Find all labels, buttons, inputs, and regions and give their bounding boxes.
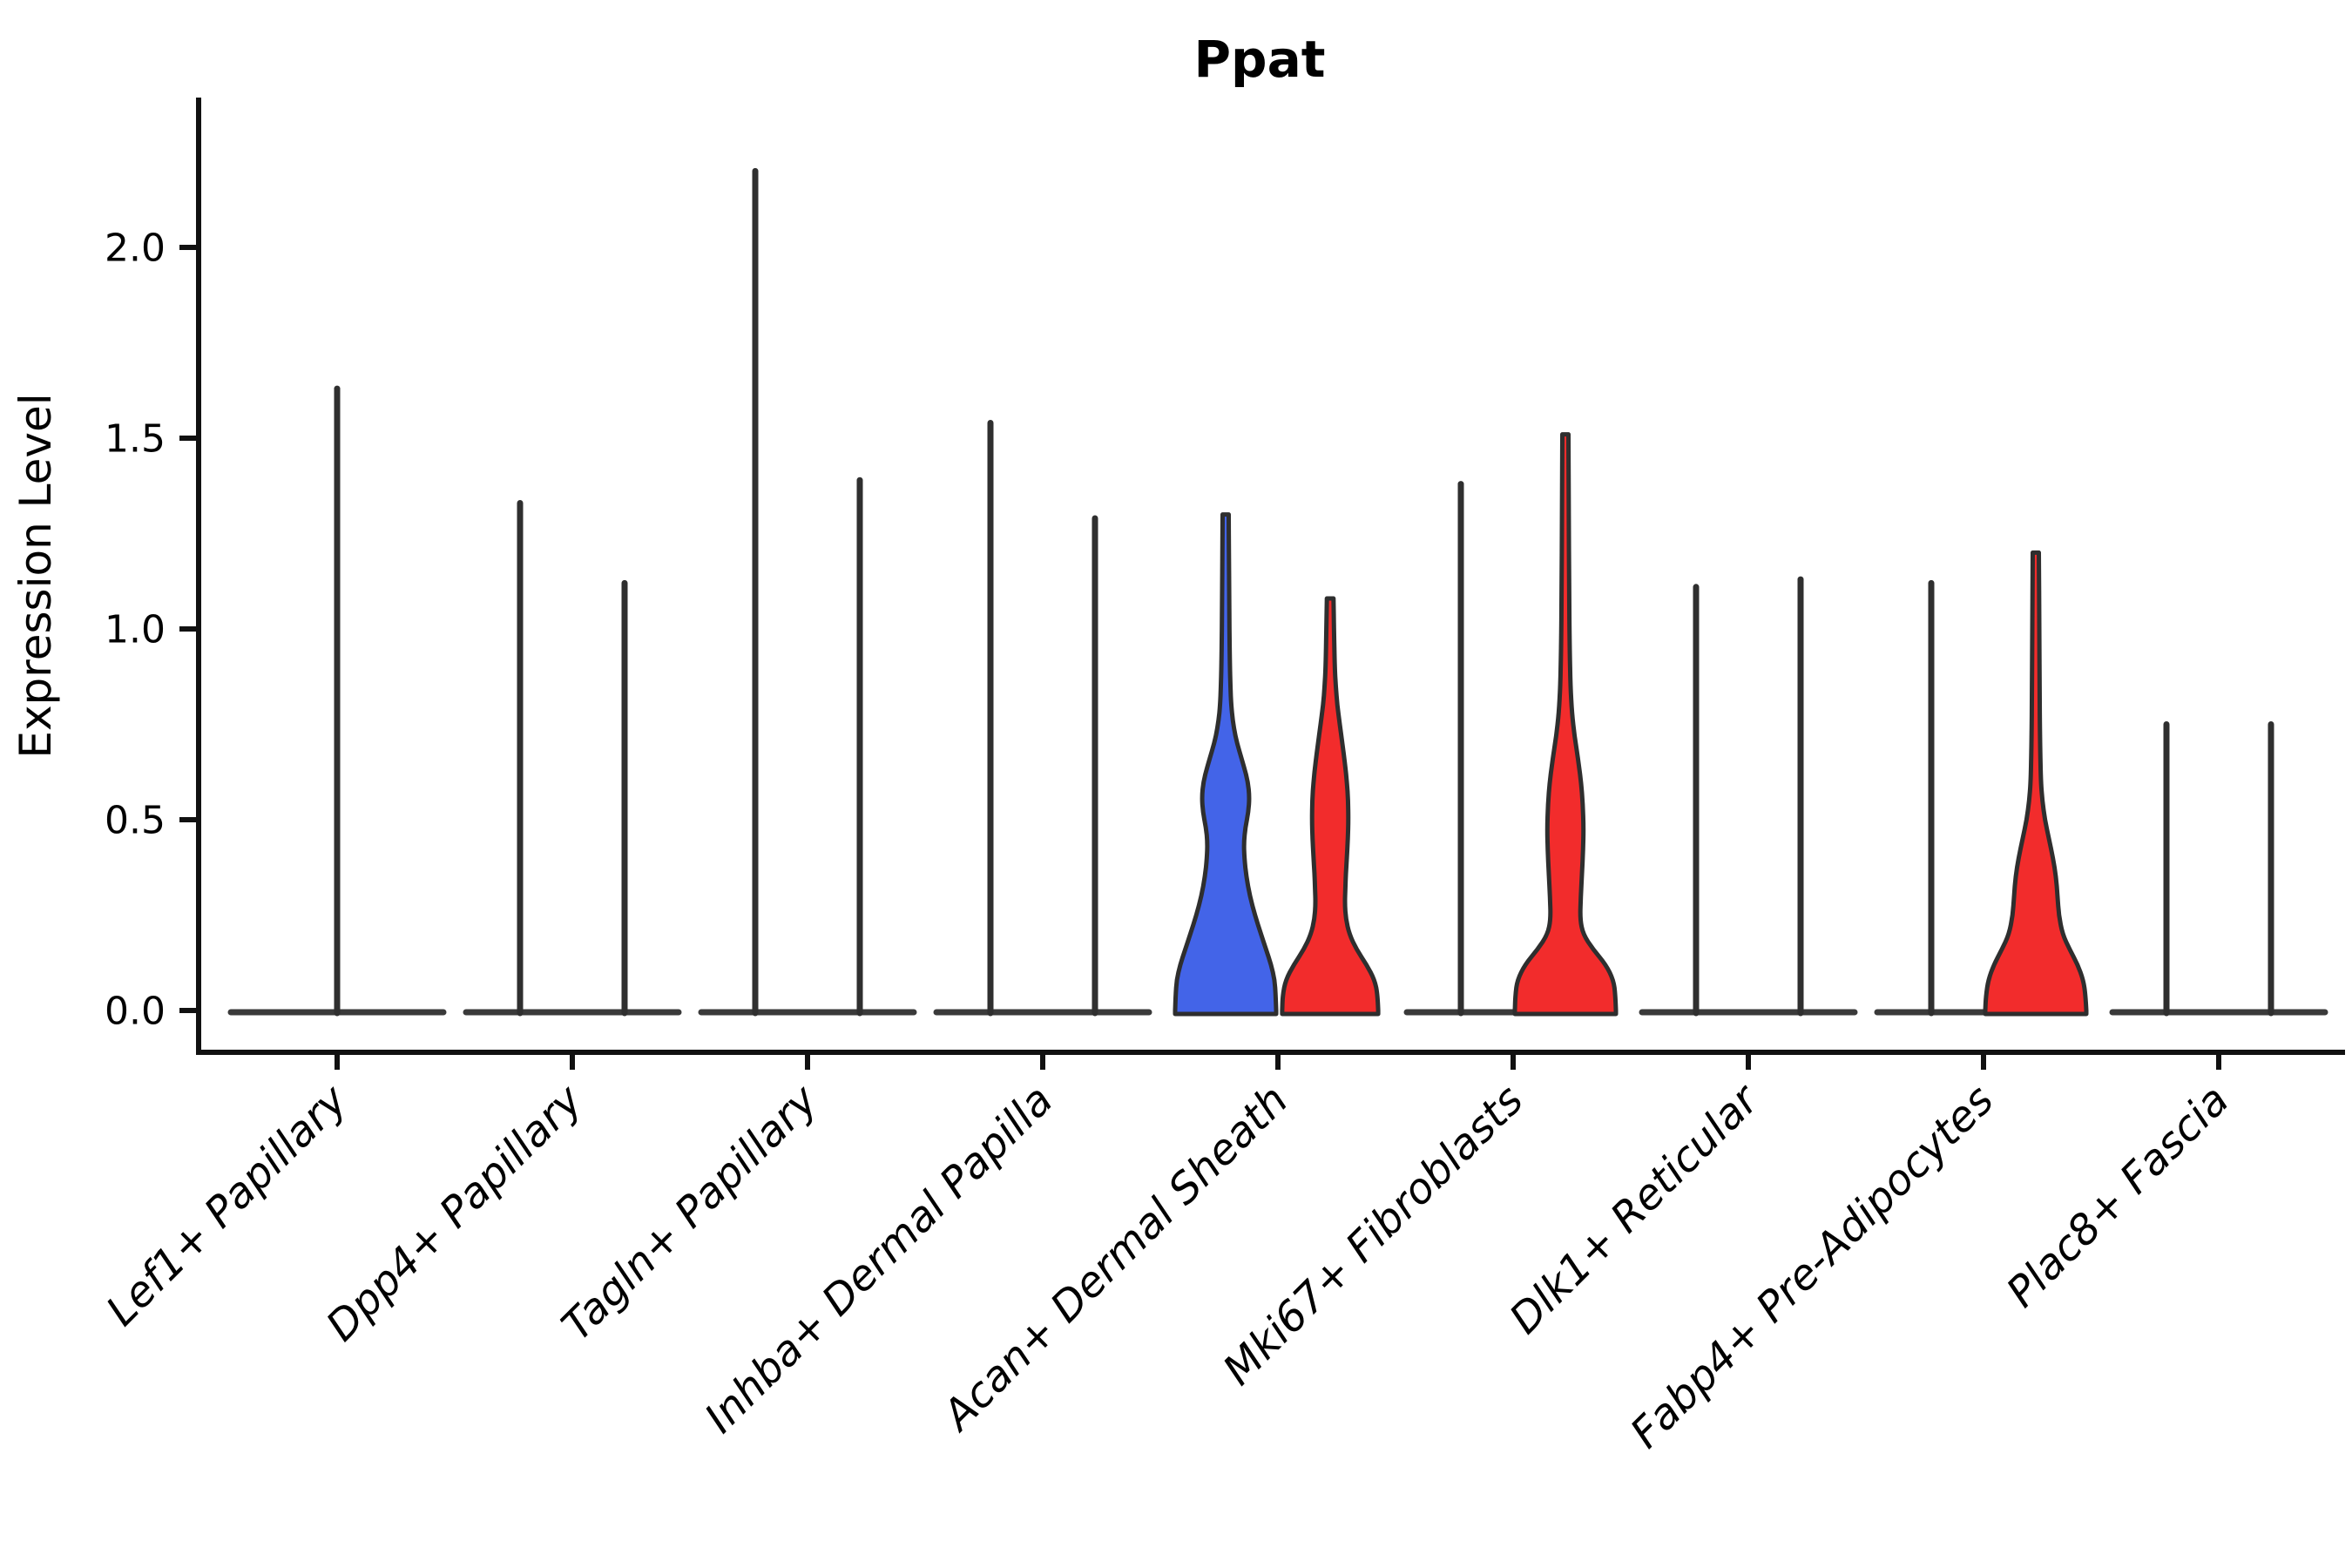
y-tick-label: 0.5	[105, 798, 166, 842]
violin-blue	[1173, 512, 1279, 1017]
x-tick-label: Dlk1+ Reticular	[1500, 1074, 1770, 1344]
y-tick-label: 1.5	[105, 416, 166, 461]
violin-red	[1983, 550, 2089, 1017]
y-tick-label: 1.0	[105, 607, 166, 652]
x-tick-label: Plac8+ Fascia	[1997, 1076, 2239, 1317]
violin-red	[1280, 596, 1381, 1017]
y-tick-label: 0.0	[105, 989, 166, 1033]
y-tick-label: 2.0	[105, 226, 166, 270]
violin-red	[1512, 432, 1619, 1017]
chart-title: Ppat	[1194, 30, 1326, 89]
y-axis-label: Expression Level	[10, 393, 61, 758]
x-tick-label: Dpp4+ Papillary	[317, 1075, 592, 1350]
x-tick-label: Tagln+ Papillary	[552, 1075, 828, 1350]
x-tick-label: Lef1+ Papillary	[97, 1075, 357, 1335]
